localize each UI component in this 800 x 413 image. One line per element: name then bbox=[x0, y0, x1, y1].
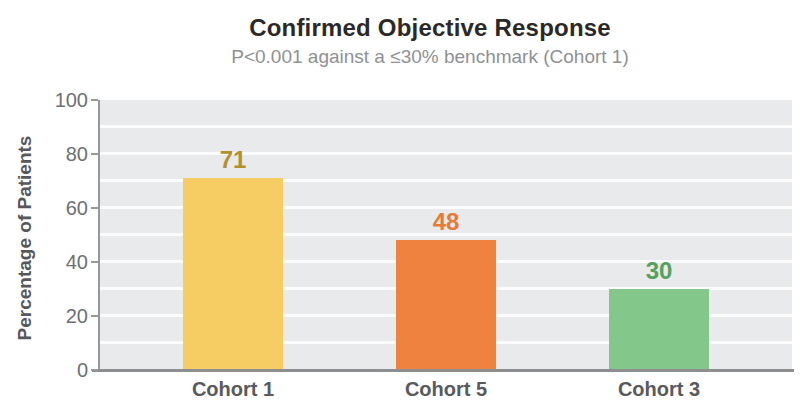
y-tick-mark bbox=[91, 153, 98, 155]
plot-area: 71 48 30 bbox=[100, 100, 792, 370]
y-tick-label: 40 bbox=[48, 252, 88, 272]
bar-value-label: 30 bbox=[609, 257, 709, 285]
chart-title: Confirmed Objective Response bbox=[60, 14, 800, 42]
y-tick-label: 20 bbox=[48, 306, 88, 326]
x-axis-line bbox=[92, 369, 794, 372]
y-tick-label: 80 bbox=[48, 144, 88, 164]
y-axis-line bbox=[98, 100, 100, 372]
bar-value-label: 48 bbox=[396, 208, 496, 236]
bar-chart: Confirmed Objective Response P<0.001 aga… bbox=[0, 0, 800, 413]
chart-subtitle: P<0.001 against a ≤30% benchmark (Cohort… bbox=[60, 46, 800, 68]
x-category-label: Cohort 1 bbox=[153, 378, 313, 401]
bar-cohort-5: 48 bbox=[396, 240, 496, 370]
y-tick-mark bbox=[91, 315, 98, 317]
x-category-label: Cohort 5 bbox=[366, 378, 526, 401]
y-axis-title: Percentage of Patients bbox=[14, 103, 40, 373]
gridline bbox=[100, 125, 792, 128]
chart-header: Confirmed Objective Response P<0.001 aga… bbox=[60, 14, 800, 68]
y-tick-label: 60 bbox=[48, 198, 88, 218]
x-category-label: Cohort 3 bbox=[579, 378, 739, 401]
y-tick-mark bbox=[91, 207, 98, 209]
bar-cohort-1: 71 bbox=[183, 178, 283, 370]
y-tick-mark bbox=[91, 369, 98, 371]
y-tick-label: 0 bbox=[48, 360, 88, 380]
y-tick-label: 100 bbox=[48, 90, 88, 110]
bar-value-label: 71 bbox=[183, 146, 283, 174]
bar-cohort-3: 30 bbox=[609, 289, 709, 370]
y-tick-mark bbox=[91, 99, 98, 101]
y-tick-mark bbox=[91, 261, 98, 263]
